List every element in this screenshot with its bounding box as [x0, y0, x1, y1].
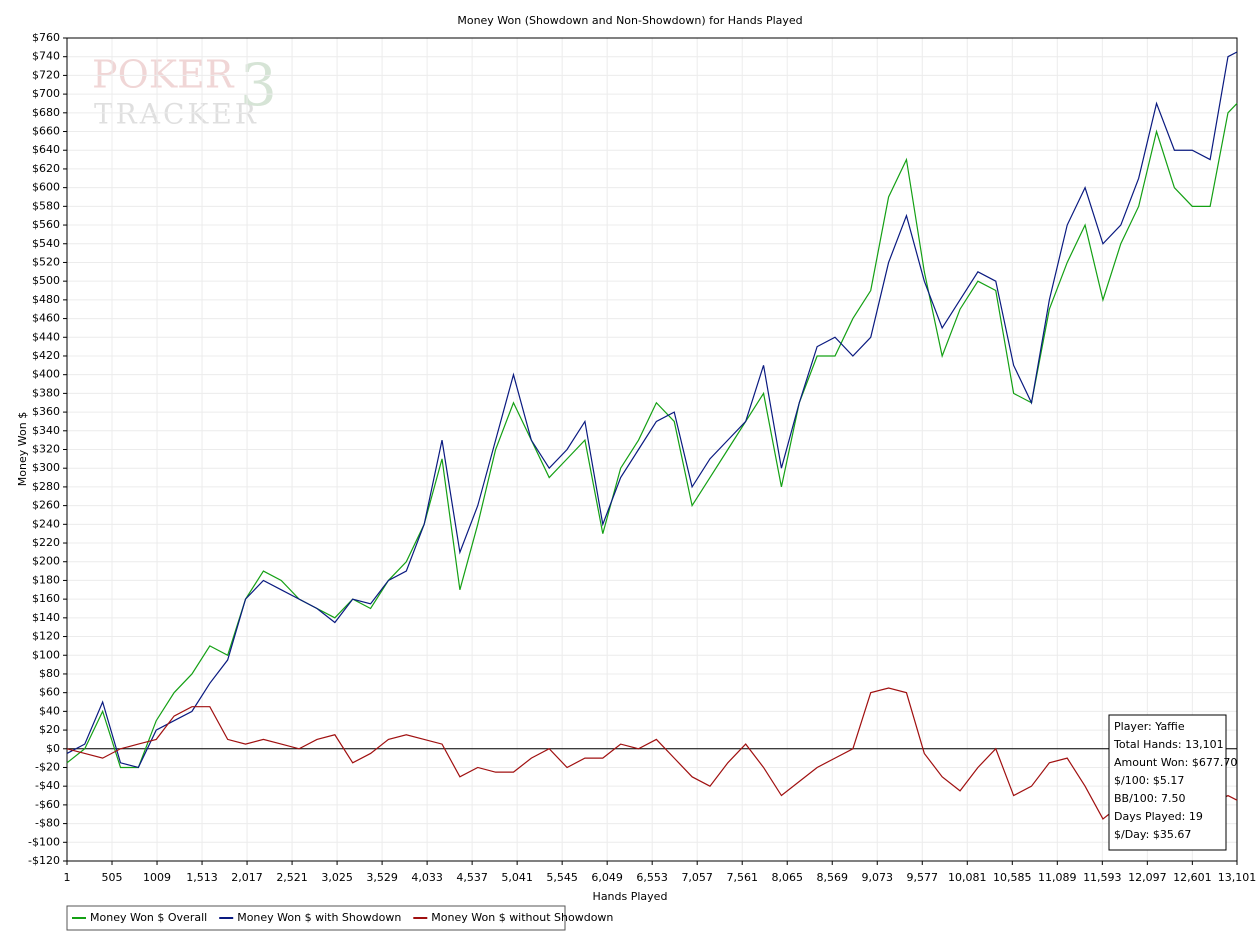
y-tick-label: $260 — [32, 499, 60, 512]
x-tick-label: 7,561 — [726, 871, 758, 884]
x-tick-label: 7,057 — [681, 871, 713, 884]
x-tick-label: 12,601 — [1173, 871, 1212, 884]
x-tick-label: 2,017 — [231, 871, 263, 884]
y-tick-label: $460 — [32, 312, 60, 325]
y-tick-label: $580 — [32, 199, 60, 212]
x-tick-label: 3,529 — [366, 871, 398, 884]
x-tick-label: 2,521 — [276, 871, 308, 884]
legend-box — [66, 905, 566, 931]
logo-text: 3 — [240, 51, 277, 119]
x-tick-label: 6,553 — [636, 871, 668, 884]
legend-label: Money Won $ Overall — [90, 911, 207, 924]
logo-text: POKER — [92, 53, 235, 97]
y-tick-label: -$120 — [28, 854, 60, 867]
info-text: Total Hands: 13,101 — [1113, 738, 1224, 751]
x-tick-label: 12,097 — [1128, 871, 1167, 884]
logo: POKER TRACKER 3 — [92, 51, 277, 130]
info-text: $/Day: $35.67 — [1114, 828, 1191, 841]
x-tick-label: 1,513 — [186, 871, 218, 884]
x-tick-label: 8,065 — [771, 871, 803, 884]
y-tick-label: $560 — [32, 218, 60, 231]
info-box — [1108, 714, 1227, 851]
info-text: Days Played: 19 — [1114, 810, 1203, 823]
x-tick-label: 5,545 — [546, 871, 578, 884]
y-tick-label: -$20 — [35, 760, 60, 773]
y-tick-label: $120 — [32, 630, 60, 643]
x-tick-label: 1 — [64, 871, 71, 884]
y-tick-label: $600 — [32, 181, 60, 194]
y-tick-label: $220 — [32, 536, 60, 549]
y-tick-label: $140 — [32, 611, 60, 624]
y-tick-label: $440 — [32, 330, 60, 343]
y-tick-label: $40 — [39, 704, 60, 717]
y-tick-label: $180 — [32, 573, 60, 586]
y-tick-label: $80 — [39, 667, 60, 680]
x-tick-label: 4,033 — [411, 871, 443, 884]
y-tick-label: $480 — [32, 293, 60, 306]
info-text: Amount Won: $677.70 — [1114, 756, 1237, 769]
legend-label: Money Won $ with Showdown — [237, 911, 401, 924]
y-tick-label: -$40 — [35, 779, 60, 792]
plot-border — [66, 37, 1238, 862]
x-tick-label: 505 — [102, 871, 123, 884]
y-tick-label: $520 — [32, 255, 60, 268]
y-tick-label: $60 — [39, 686, 60, 699]
y-axis-label: Money Won $ — [16, 412, 29, 486]
y-tick-label: $720 — [32, 68, 60, 81]
x-tick-label: 4,537 — [456, 871, 488, 884]
x-tick-label: 11,593 — [1083, 871, 1122, 884]
y-tick-label: $240 — [32, 517, 60, 530]
y-tick-label: $660 — [32, 125, 60, 138]
x-tick-label: 9,577 — [907, 871, 939, 884]
y-tick-label: $300 — [32, 461, 60, 474]
y-tick-label: $380 — [32, 386, 60, 399]
chart-title: Money Won (Showdown and Non-Showdown) fo… — [457, 14, 802, 27]
y-tick-label: $400 — [32, 368, 60, 381]
x-tick-label: 10,081 — [948, 871, 987, 884]
y-tick-label: $0 — [46, 742, 60, 755]
x-tick-label: 10,585 — [993, 871, 1032, 884]
x-axis-label: Hands Played — [593, 890, 668, 903]
y-tick-label: $760 — [32, 31, 60, 44]
series-line — [66, 51, 1238, 769]
y-tick-label: $320 — [32, 443, 60, 456]
y-tick-label: -$80 — [35, 817, 60, 830]
x-tick-label: 9,073 — [861, 871, 893, 884]
logo-text: TRACKER — [94, 98, 259, 131]
y-tick-label: $540 — [32, 237, 60, 250]
info-text: BB/100: 7.50 — [1114, 792, 1186, 805]
x-tick-label: 3,025 — [321, 871, 353, 884]
x-tick-label: 8,569 — [816, 871, 848, 884]
x-tick-label: 5,041 — [501, 871, 533, 884]
y-tick-label: $680 — [32, 106, 60, 119]
y-tick-label: $700 — [32, 87, 60, 100]
y-tick-label: $20 — [39, 723, 60, 736]
info-text: Player: Yaffie — [1114, 720, 1185, 733]
x-tick-label: 1009 — [143, 871, 171, 884]
y-tick-label: $340 — [32, 424, 60, 437]
y-tick-label: $160 — [32, 592, 60, 605]
y-tick-label: $740 — [32, 50, 60, 63]
y-tick-label: -$100 — [28, 835, 60, 848]
info-text: $/100: $5.17 — [1114, 774, 1184, 787]
x-tick-label: 11,089 — [1038, 871, 1077, 884]
y-tick-label: $200 — [32, 555, 60, 568]
y-tick-label: $420 — [32, 349, 60, 362]
y-tick-label: $500 — [32, 274, 60, 287]
series-line — [66, 687, 1238, 820]
x-tick-label: 13,101 — [1218, 871, 1257, 884]
legend-label: Money Won $ without Showdown — [431, 911, 613, 924]
y-tick-label: $360 — [32, 405, 60, 418]
series-line — [66, 103, 1238, 769]
y-tick-label: $620 — [32, 162, 60, 175]
y-tick-label: $640 — [32, 143, 60, 156]
y-tick-label: $280 — [32, 480, 60, 493]
x-tick-label: 6,049 — [591, 871, 623, 884]
y-tick-label: $100 — [32, 648, 60, 661]
y-tick-label: -$60 — [35, 798, 60, 811]
